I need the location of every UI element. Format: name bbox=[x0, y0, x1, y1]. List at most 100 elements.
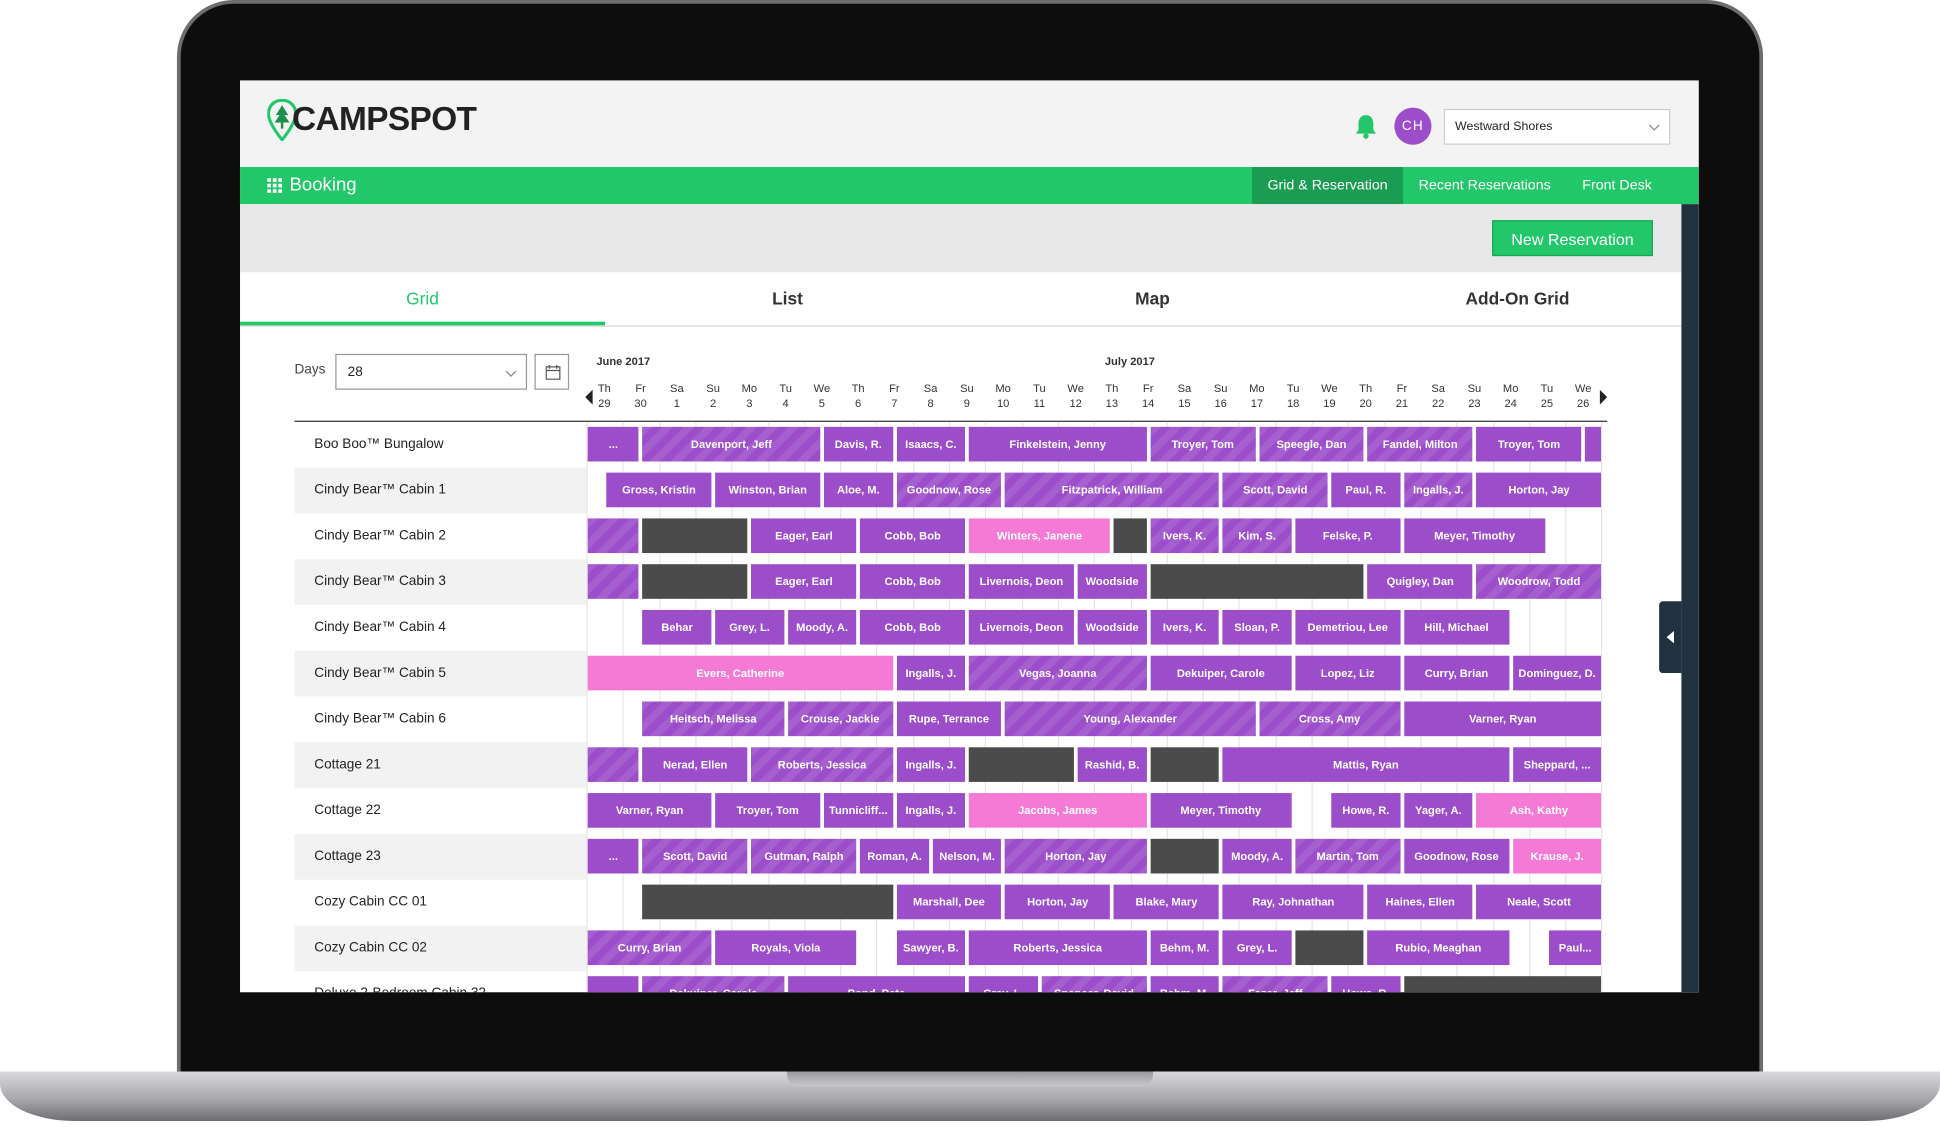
booking-bar[interactable]: Heitsch, Melissa bbox=[642, 701, 784, 737]
booking-bar[interactable]: Meyer, Timothy bbox=[1150, 793, 1292, 828]
booking-bar[interactable]: Ivers, K. bbox=[1150, 518, 1219, 554]
booking-bar[interactable]: Sloan, P. bbox=[1222, 609, 1292, 645]
booking-bar[interactable]: Haines, Ellen bbox=[1367, 884, 1473, 920]
booking-bar[interactable]: Winters, Janene bbox=[968, 518, 1111, 554]
booking-bar[interactable]: Meyer, Timothy bbox=[1403, 518, 1546, 554]
booking-bar[interactable]: Lopez, Liz bbox=[1295, 655, 1401, 691]
booking-bar[interactable]: Howe, R. bbox=[1331, 976, 1401, 993]
booking-bar[interactable]: Horton, Jay bbox=[1476, 472, 1602, 508]
booking-bar[interactable]: Ingalls, J. bbox=[1403, 472, 1473, 508]
booking-bar[interactable]: Nerad, Ellen bbox=[642, 747, 748, 782]
booking-bar[interactable]: Ingalls, J. bbox=[896, 793, 966, 828]
tab[interactable]: Add-On Grid bbox=[1465, 288, 1570, 309]
booking-bar[interactable]: Roman, A. bbox=[860, 838, 929, 874]
booking-bar[interactable] bbox=[1150, 747, 1219, 782]
booking-bar[interactable]: Davenport, Jeff bbox=[642, 426, 821, 462]
booking-bar[interactable]: Sheppard, ... bbox=[1512, 747, 1602, 782]
booking-bar[interactable]: Kim, S. bbox=[1222, 518, 1292, 554]
booking-bar[interactable]: Goodnow, Rose bbox=[896, 472, 1002, 508]
booking-bar[interactable]: Jacobs, James bbox=[968, 793, 1147, 828]
prev-arrow[interactable] bbox=[585, 389, 595, 405]
booking-bar[interactable]: Pond, Pete bbox=[787, 976, 966, 993]
booking-bar[interactable]: Varner, Ryan bbox=[1403, 701, 1602, 737]
apps-icon[interactable] bbox=[267, 178, 283, 194]
booking-bar[interactable] bbox=[1295, 930, 1364, 966]
booking-bar[interactable]: Ingalls, J. bbox=[896, 655, 966, 691]
booking-bar[interactable]: Roberts, Jessica bbox=[751, 747, 893, 782]
nav-link[interactable]: Grid & Reservation bbox=[1252, 167, 1404, 205]
booking-bar[interactable]: Tunnicliff... bbox=[823, 793, 893, 828]
notification-bell[interactable] bbox=[1354, 113, 1379, 140]
booking-bar[interactable]: Crouse, Jackie bbox=[787, 701, 893, 737]
booking-bar[interactable]: Paul, R. bbox=[1331, 472, 1401, 508]
booking-bar[interactable]: Vegas, Joanna bbox=[968, 655, 1147, 691]
booking-bar[interactable]: Fandel, Milton bbox=[1367, 426, 1473, 462]
booking-bar[interactable] bbox=[1150, 564, 1364, 599]
booking-bar[interactable]: Cobb, Bob bbox=[860, 564, 966, 599]
new-reservation-button[interactable]: New Reservation bbox=[1492, 220, 1653, 257]
booking-bar[interactable]: Dekuiper, Carole bbox=[642, 976, 784, 993]
booking-bar[interactable]: Varner, Ryan bbox=[587, 793, 712, 828]
booking-bar[interactable]: Grey, L. bbox=[1222, 930, 1292, 966]
booking-bar[interactable] bbox=[587, 976, 639, 993]
booking-bar[interactable]: ... bbox=[587, 426, 639, 462]
booking-bar[interactable]: Troyer, Tom bbox=[715, 793, 821, 828]
avatar[interactable]: CH bbox=[1394, 107, 1432, 145]
booking-bar[interactable]: Cobb, Bob bbox=[860, 518, 966, 554]
booking-bar[interactable] bbox=[587, 518, 639, 554]
booking-bar[interactable]: Curry, Brian bbox=[587, 930, 712, 966]
booking-bar[interactable]: ... bbox=[587, 838, 639, 874]
booking-bar[interactable]: Blake, Mary bbox=[1113, 884, 1219, 920]
booking-bar[interactable]: Eager, Earl bbox=[751, 564, 857, 599]
booking-bar[interactable]: Rupe, Terrance bbox=[896, 701, 1002, 737]
booking-bar[interactable]: Howe, R. bbox=[1331, 793, 1401, 828]
calendar-button[interactable] bbox=[534, 353, 570, 390]
booking-bar[interactable]: Felske, P. bbox=[1295, 518, 1401, 554]
property-select[interactable]: Westward Shores bbox=[1443, 108, 1671, 145]
booking-bar[interactable] bbox=[642, 518, 748, 554]
booking-bar[interactable]: Martin, Tom bbox=[1295, 838, 1401, 874]
booking-bar[interactable] bbox=[642, 884, 893, 920]
nav-link[interactable]: Recent Reservations bbox=[1418, 178, 1551, 194]
booking-bar[interactable]: Goodnow, Rose bbox=[1403, 838, 1509, 874]
booking-bar[interactable]: Krause, J. bbox=[1512, 838, 1602, 874]
booking-bar[interactable]: Spencer, David bbox=[1041, 976, 1147, 993]
booking-bar[interactable]: Behm, M. bbox=[1150, 976, 1219, 993]
booking-bar[interactable]: Woodside bbox=[1077, 609, 1147, 645]
booking-bar[interactable]: Woodrow, Todd bbox=[1476, 564, 1602, 599]
booking-bar[interactable]: Ash, Kathy bbox=[1476, 793, 1602, 828]
booking-bar[interactable]: Speegle, Dan bbox=[1258, 426, 1364, 462]
booking-bar[interactable]: Scott, David bbox=[642, 838, 748, 874]
booking-bar[interactable]: Livernois, Deon bbox=[968, 609, 1074, 645]
booking-bar[interactable]: Horton, Jay bbox=[1005, 838, 1147, 874]
booking-bar[interactable]: Behar bbox=[642, 609, 712, 645]
booking-bar[interactable]: Horton, Jay bbox=[1005, 884, 1111, 920]
booking-bar[interactable] bbox=[642, 564, 748, 599]
booking-bar[interactable]: Behm, M. bbox=[1150, 930, 1219, 966]
booking-bar[interactable]: Nelson, M. bbox=[932, 838, 1002, 874]
booking-bar[interactable]: Ray, Johnathan bbox=[1222, 884, 1364, 920]
booking-bar[interactable]: Gutman, Ralph bbox=[751, 838, 857, 874]
booking-bar[interactable]: Dekuiper, Carole bbox=[1150, 655, 1292, 691]
booking-bar[interactable]: Evers, Catherine bbox=[587, 655, 893, 691]
booking-bar[interactable]: Scott, David bbox=[1222, 472, 1328, 508]
booking-bar[interactable]: Isaacs, C. bbox=[896, 426, 966, 462]
booking-bar[interactable]: Finkelstein, Jenny bbox=[968, 426, 1147, 462]
booking-bar[interactable]: Aloe, M. bbox=[823, 472, 893, 508]
booking-bar[interactable]: Fitzpatrick, William bbox=[1005, 472, 1219, 508]
booking-bar[interactable]: Grey, L. bbox=[968, 976, 1038, 993]
tab[interactable]: List bbox=[772, 288, 803, 309]
booking-bar[interactable]: Yager, A. bbox=[1403, 793, 1473, 828]
booking-bar[interactable] bbox=[587, 564, 639, 599]
booking-bar[interactable]: Hill, Michael bbox=[1403, 609, 1509, 645]
booking-bar[interactable]: Rashid, B. bbox=[1077, 747, 1147, 782]
booking-bar[interactable]: Grey, L. bbox=[715, 609, 784, 645]
booking-bar[interactable]: Gross, Kristin bbox=[606, 472, 712, 508]
booking-bar[interactable]: Moody, A. bbox=[787, 609, 857, 645]
booking-bar[interactable] bbox=[968, 747, 1074, 782]
booking-bar[interactable]: Winston, Brian bbox=[715, 472, 821, 508]
booking-bar[interactable]: Livernois, Deon bbox=[968, 564, 1074, 599]
collapse-tab[interactable] bbox=[1659, 601, 1682, 674]
booking-bar[interactable]: Cobb, Bob bbox=[860, 609, 966, 645]
booking-bar[interactable]: Troyer, Tom bbox=[1150, 426, 1256, 462]
